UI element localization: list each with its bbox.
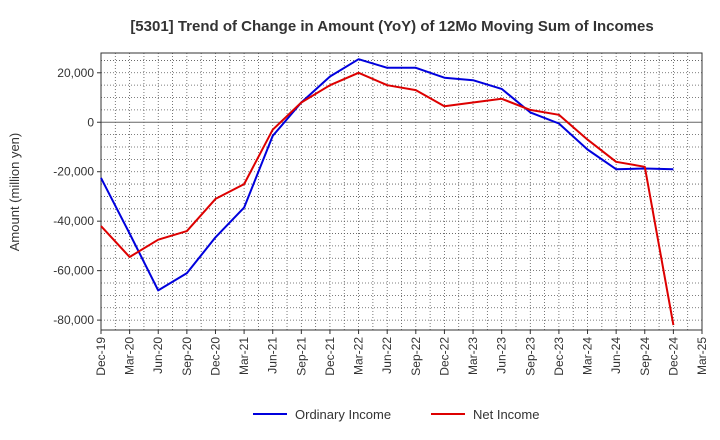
x-tick-label: Jun-24 [609, 337, 623, 374]
grid [100, 53, 703, 330]
x-tick-label: Mar-21 [237, 337, 251, 375]
legend: Ordinary Income Net Income [253, 407, 539, 422]
x-tick-label: Dec-21 [323, 337, 337, 376]
x-tick-label: Mar-22 [352, 337, 366, 375]
x-tick-label: Mar-20 [123, 337, 137, 375]
y-tick-label: -60,000 [53, 264, 94, 278]
x-tick-label: Sep-24 [638, 337, 652, 376]
x-tick-label: Dec-22 [437, 337, 451, 376]
chart-title: [5301] Trend of Change in Amount (YoY) o… [130, 18, 653, 35]
x-tick-label: Jun-23 [495, 337, 509, 374]
y-axis: 20,000 0 -20,000 -40,000 -60,000 -80,000 [53, 66, 101, 327]
series-line-ordinary-income [100, 58, 674, 292]
plot-frame [100, 52, 703, 331]
x-tick-label: Dec-23 [552, 337, 566, 376]
y-tick-label: -40,000 [53, 214, 94, 228]
y-tick-label: 20,000 [57, 66, 94, 80]
x-tick-label: Dec-20 [208, 337, 222, 376]
x-tick-label: Mar-24 [581, 337, 595, 375]
y-tick-label: -20,000 [53, 165, 94, 179]
x-tick-label: Dec-24 [666, 337, 680, 376]
legend-label-ordinary-income: Ordinary Income [295, 407, 391, 422]
series-line-net-income [100, 71, 675, 326]
x-tick-label: Jun-22 [380, 337, 394, 374]
legend-label-net-income: Net Income [473, 407, 539, 422]
x-tick-label: Sep-22 [409, 337, 423, 376]
y-axis-label: Amount (million yen) [7, 133, 22, 252]
series-layer [100, 58, 675, 326]
x-tick-label: Sep-23 [523, 337, 537, 376]
x-tick-label: Jun-21 [266, 337, 280, 374]
x-axis: Dec-19 Mar-20 Jun-20 Sep-20 Dec-20 Mar-21 Jun-… [94, 330, 709, 376]
x-tick-label: Dec-19 [94, 337, 108, 376]
y-tick-label: 0 [87, 115, 94, 129]
x-tick-label: Mar-23 [466, 337, 480, 375]
x-tick-label: Jun-20 [151, 337, 165, 374]
x-tick-label: Sep-21 [294, 337, 308, 376]
x-tick-label: Sep-20 [180, 337, 194, 376]
x-tick-label: Mar-25 [695, 337, 709, 375]
y-tick-label: -80,000 [53, 313, 94, 327]
